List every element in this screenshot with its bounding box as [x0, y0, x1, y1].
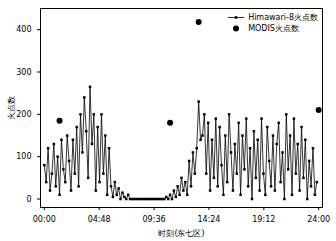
- svg-text:400: 400: [16, 25, 31, 34]
- svg-text:200: 200: [16, 110, 31, 119]
- html-text:Himawari-8火点数: Himawari-8火点数: [248, 13, 318, 22]
- svg-text:100: 100: [16, 152, 31, 161]
- svg-text:时刻(东七区): 时刻(东七区): [158, 229, 204, 238]
- svg-text:14:24: 14:24: [197, 215, 220, 224]
- svg-text:00:00: 00:00: [33, 215, 56, 224]
- svg-text:09:36: 09:36: [143, 215, 166, 224]
- svg-text:19:12: 19:12: [252, 215, 275, 224]
- svg-text:04:48: 04:48: [88, 215, 111, 224]
- svg-text:火点数: 火点数: [7, 96, 16, 120]
- svg-text:300: 300: [16, 68, 31, 77]
- svg-text:0: 0: [26, 195, 31, 204]
- svg-text:24:00: 24:00: [307, 215, 330, 224]
- html-text:MODIS火点数: MODIS火点数: [248, 24, 299, 33]
